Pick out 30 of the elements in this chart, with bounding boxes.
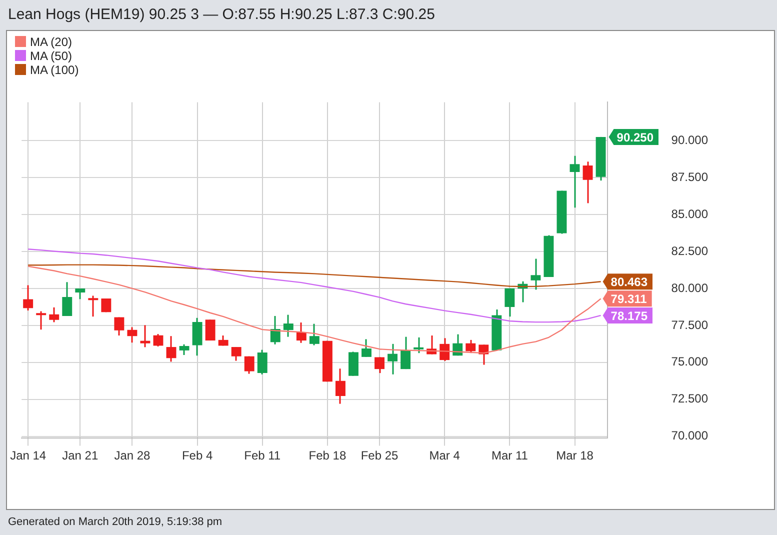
candlestick <box>88 296 98 317</box>
candlestick <box>36 311 46 330</box>
y-tick-label: 90.000 <box>671 132 708 147</box>
x-tick-label: Feb 4 <box>182 448 213 462</box>
y-tick-label: 70.000 <box>671 428 708 443</box>
chart-title: Lean Hogs (HEM19) 90.25 3 — O:87.55 H:90.25 L:87.3 C:90.25 <box>8 6 435 23</box>
y-tick-label: 82.500 <box>671 244 708 258</box>
data-label: 80.463 <box>610 274 648 289</box>
text: Generated on March 20th 2019, 5:19:38 pm <box>8 516 222 528</box>
data-label: 78.175 <box>610 308 648 323</box>
legend-label: MA (20) <box>30 35 72 49</box>
y-tick-label: 72.500 <box>671 392 708 406</box>
y-tick-label: 85.000 <box>671 206 708 221</box>
x-tick-label: Feb 25 <box>360 448 399 462</box>
text: 90.250 <box>616 130 654 144</box>
x-tick-label: Jan 28 <box>114 448 151 462</box>
y-tick-label: 87.500 <box>671 170 708 184</box>
x-tick-label: Feb 18 <box>308 448 346 462</box>
y-tick-label: 75.000 <box>671 354 708 369</box>
legend-label: MA (50) <box>30 49 72 63</box>
data-label: 79.311 <box>610 292 648 306</box>
y-tick-label: 80.000 <box>671 280 708 295</box>
y-tick-label: 77.500 <box>671 318 708 332</box>
x-tick-label: Jan 14 <box>10 448 46 462</box>
x-tick-label: Jan 21 <box>62 448 98 462</box>
legend-label: MA (100) <box>30 63 79 77</box>
x-tick-label: Feb 11 <box>244 448 281 462</box>
x-tick-label: Mar 18 <box>556 448 594 462</box>
x-tick-label: Mar 11 <box>491 448 528 462</box>
x-tick-label: Mar 4 <box>429 448 460 462</box>
